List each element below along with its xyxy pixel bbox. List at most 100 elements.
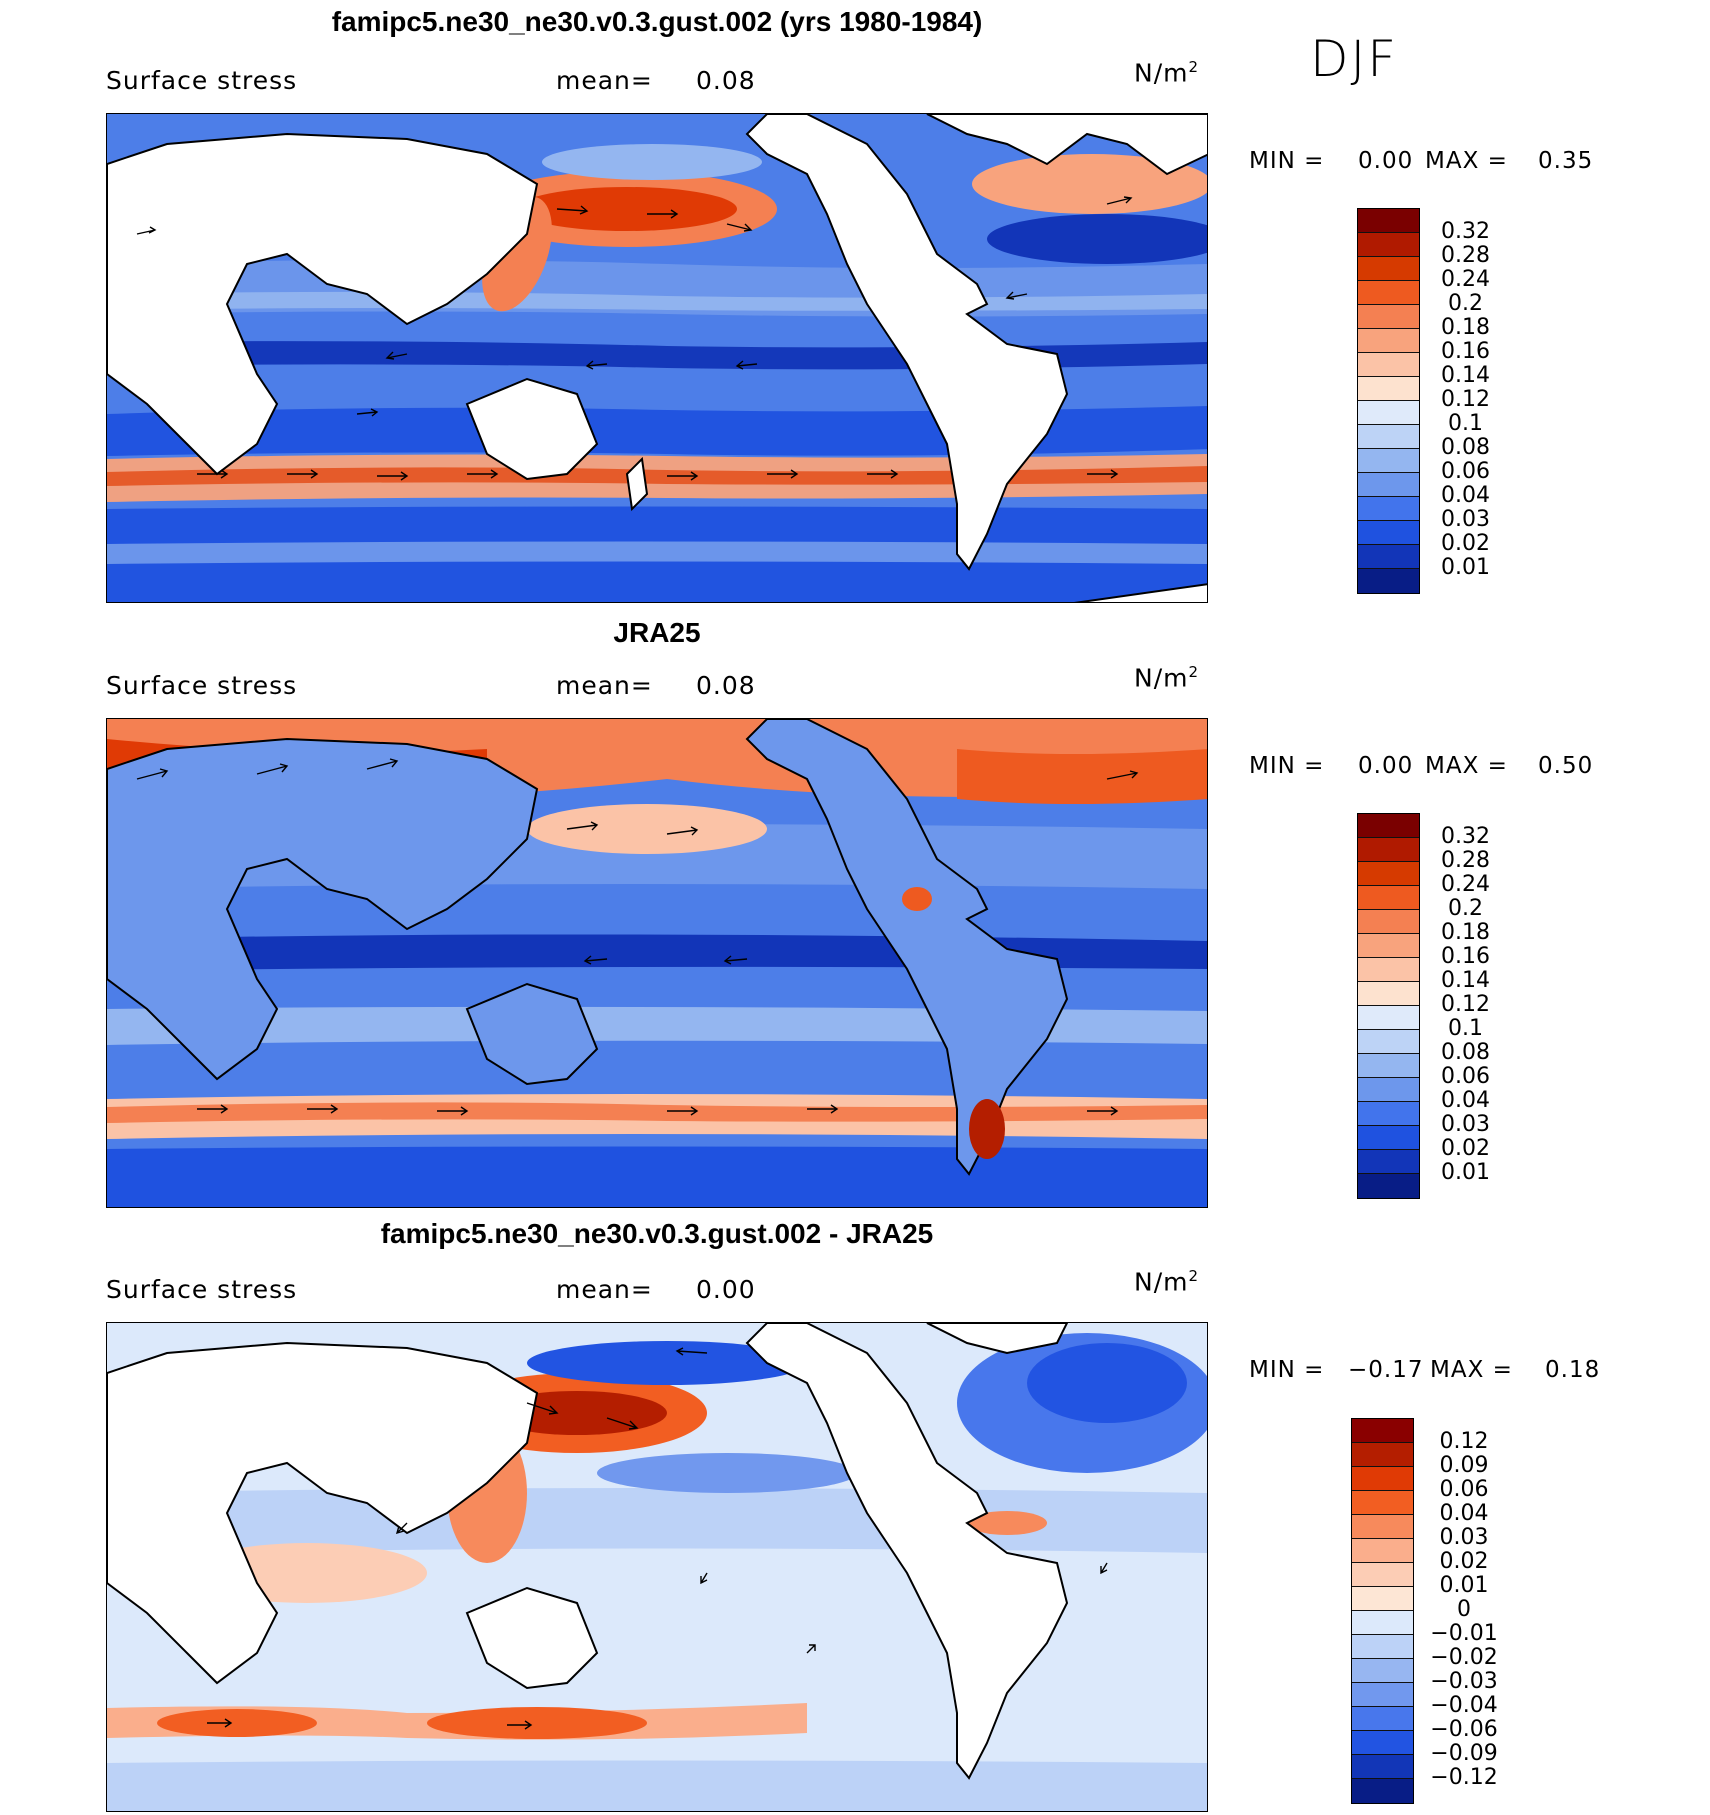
- panel-3-units: N/m2: [1134, 1267, 1200, 1297]
- colorbar-tick-label: 0.08: [1441, 1040, 1490, 1065]
- colorbar-swatch: [1358, 814, 1419, 838]
- colorbar-tick-label: 0.04: [1441, 1088, 1490, 1113]
- panel-2-variable: Surface stress: [106, 671, 298, 700]
- colorbar-tick-label: 0.18: [1441, 920, 1490, 945]
- colorbar-tick-label: 0.02: [1441, 1136, 1490, 1161]
- colorbar-swatch: [1358, 1174, 1419, 1198]
- panel-3-min-label: MIN =: [1249, 1357, 1325, 1383]
- colorbar-tick-label: 0.06: [1441, 459, 1490, 484]
- colorbar-tick-label: −0.12: [1430, 1765, 1498, 1790]
- colorbar-swatch: [1358, 910, 1419, 934]
- panel-3-map: [106, 1322, 1208, 1812]
- colorbar-swatch: [1352, 1635, 1413, 1659]
- panel-2-map-svg: [107, 719, 1207, 1207]
- colorbar-tick-label: 0: [1457, 1597, 1471, 1622]
- panel-1-min-label: MIN =: [1249, 148, 1325, 174]
- colorbar-swatch: [1358, 862, 1419, 886]
- panel-3-map-svg: [107, 1323, 1207, 1811]
- colorbar-tick-label: 0.14: [1441, 968, 1490, 993]
- colorbar-swatch: [1358, 545, 1419, 569]
- panel-2-max-label: MAX =: [1425, 753, 1508, 779]
- colorbar-tick-label: 0.01: [1441, 555, 1490, 580]
- panel-3-mean-value: 0.00: [696, 1275, 756, 1304]
- colorbar-tick-label: 0.28: [1441, 243, 1490, 268]
- colorbar-swatch: [1352, 1707, 1413, 1731]
- colorbar-swatch: [1352, 1779, 1413, 1803]
- season-label: DJF: [1310, 30, 1399, 88]
- colorbar-tick-label: 0.12: [1441, 387, 1490, 412]
- colorbar-swatch: [1358, 329, 1419, 353]
- panel-3-colorbar: [1351, 1418, 1414, 1804]
- colorbar-tick-label: −0.06: [1430, 1717, 1498, 1742]
- colorbar-tick-label: 0.24: [1441, 267, 1490, 292]
- colorbar-tick-label: 0.28: [1441, 848, 1490, 873]
- panel-1-map: [106, 113, 1208, 603]
- colorbar-swatch: [1352, 1539, 1413, 1563]
- panel-1-max-label: MAX =: [1425, 148, 1508, 174]
- colorbar-swatch: [1358, 1054, 1419, 1078]
- colorbar-swatch: [1358, 1030, 1419, 1054]
- colorbar-tick-label: 0.1: [1448, 1016, 1483, 1041]
- colorbar-swatch: [1358, 425, 1419, 449]
- colorbar-swatch: [1352, 1419, 1413, 1443]
- colorbar-swatch: [1358, 1078, 1419, 1102]
- panel-2-mean-value: 0.08: [696, 671, 756, 700]
- colorbar-tick-label: 0.04: [1439, 1501, 1489, 1526]
- colorbar-tick-label: −0.03: [1430, 1669, 1498, 1694]
- panel-2-min-label: MIN =: [1249, 753, 1325, 779]
- panel-3-colorbar-labels: 0.12 0.09 0.06 0.04 0.03 0.02 0.01 0 −0.01 −0.02−…: [1420, 1418, 1508, 1804]
- panel-2-units: N/m2: [1134, 663, 1200, 693]
- colorbar-swatch: [1358, 982, 1419, 1006]
- colorbar-swatch: [1358, 401, 1419, 425]
- colorbar-tick-label: −0.04: [1430, 1693, 1498, 1718]
- colorbar-tick-label: 0.03: [1439, 1525, 1489, 1550]
- colorbar-swatch: [1358, 305, 1419, 329]
- panel-1-variable: Surface stress: [106, 66, 298, 95]
- colorbar-swatch: [1358, 377, 1419, 401]
- colorbar-swatch: [1352, 1467, 1413, 1491]
- colorbar-tick-label: 0.04: [1441, 483, 1490, 508]
- panel-3-variable: Surface stress: [106, 1275, 298, 1304]
- colorbar-tick-label: 0.32: [1441, 824, 1490, 849]
- colorbar-tick-label: 0.03: [1441, 1112, 1490, 1137]
- panel-2-map: [106, 718, 1208, 1208]
- colorbar-swatch: [1358, 449, 1419, 473]
- colorbar-tick-label: 0.06: [1441, 1064, 1490, 1089]
- panel-3-min-value: −0.17: [1348, 1357, 1424, 1383]
- colorbar-tick-label: 0.14: [1441, 363, 1490, 388]
- colorbar-tick-label: 0.01: [1439, 1573, 1489, 1598]
- colorbar-swatch: [1358, 569, 1419, 593]
- panel-1-mean-label: mean=: [556, 66, 653, 95]
- colorbar-tick-label: 0.1: [1448, 411, 1483, 436]
- colorbar-swatch: [1352, 1755, 1413, 1779]
- panel-2-title: JRA25: [613, 617, 701, 648]
- panel-1-max-value: 0.35: [1538, 148, 1594, 174]
- colorbar-tick-label: 0.01: [1441, 1160, 1490, 1185]
- colorbar-swatch: [1358, 1006, 1419, 1030]
- colorbar-swatch: [1352, 1515, 1413, 1539]
- colorbar-tick-label: 0.06: [1439, 1477, 1489, 1502]
- panel-3-title: famipc5.ne30_ne30.v0.3.gust.002 - JRA25: [380, 1218, 934, 1249]
- panel-2-colorbar-labels: 0.32 0.28 0.24 0.2 0.18 0.16 0.14 0.12 0.1 0.08 0.…: [1428, 813, 1503, 1199]
- panel-1-mean-value: 0.08: [696, 66, 756, 95]
- colorbar-swatch: [1358, 1126, 1419, 1150]
- panel-1-title: famipc5.ne30_ne30.v0.3.gust.002 (yrs 198…: [331, 6, 983, 37]
- colorbar-tick-label: 0.02: [1439, 1549, 1489, 1574]
- colorbar-tick-label: 0.2: [1448, 291, 1483, 316]
- colorbar-tick-label: 0.02: [1441, 531, 1490, 556]
- colorbar-tick-label: 0.12: [1439, 1429, 1489, 1454]
- panel-2-colorbar: [1357, 813, 1420, 1199]
- colorbar-swatch: [1352, 1443, 1413, 1467]
- colorbar-tick-label: 0.16: [1441, 944, 1490, 969]
- colorbar-tick-label: 0.16: [1441, 339, 1490, 364]
- colorbar-swatch: [1358, 353, 1419, 377]
- colorbar-swatch: [1352, 1491, 1413, 1515]
- colorbar-swatch: [1358, 209, 1419, 233]
- colorbar-swatch: [1352, 1563, 1413, 1587]
- colorbar-swatch: [1358, 233, 1419, 257]
- colorbar-swatch: [1352, 1731, 1413, 1755]
- colorbar-swatch: [1358, 934, 1419, 958]
- panel-2-min-value: 0.00: [1358, 753, 1414, 779]
- panel-1-colorbar-labels: 0.32 0.28 0.24 0.2 0.18 0.16 0.14 0.12 0.1 0.08 0.…: [1428, 208, 1503, 594]
- panel-3-max-value: 0.18: [1545, 1357, 1601, 1383]
